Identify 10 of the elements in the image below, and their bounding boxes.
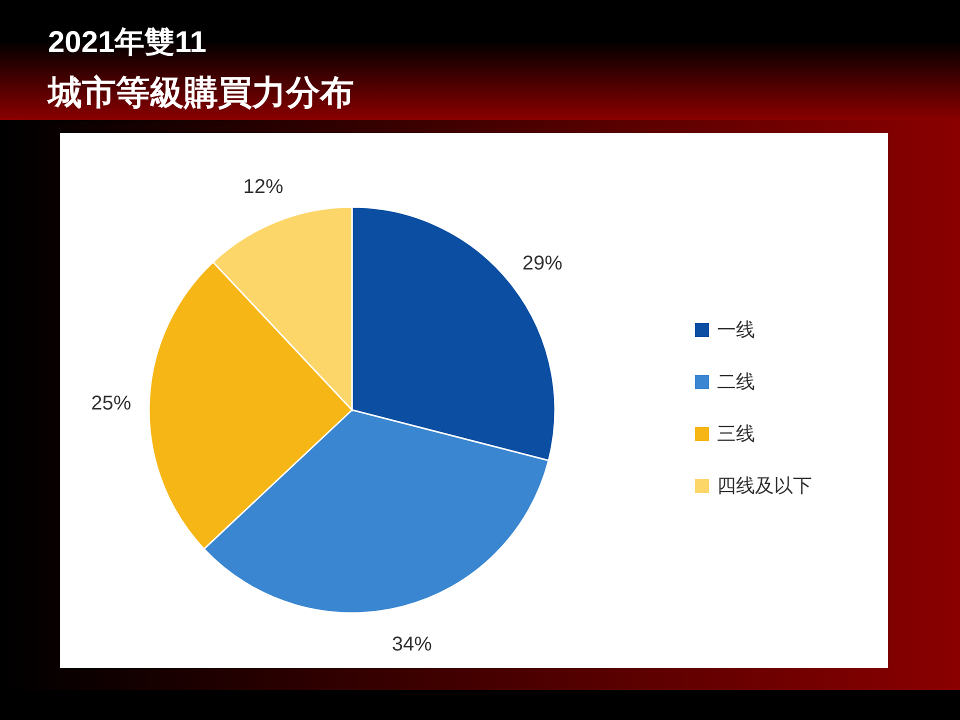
chart-title: 2021年雙11: [48, 26, 206, 59]
data-label: 29%: [522, 252, 563, 274]
legend-label: 三线: [717, 424, 755, 445]
data-label: 25%: [91, 392, 132, 414]
legend-label: 一线: [717, 320, 755, 341]
legend-label: 四线及以下: [717, 476, 812, 497]
legend-label: 二线: [717, 372, 755, 393]
data-label: 34%: [392, 633, 432, 656]
chart-subtitle: 城市等級購買力分布: [46, 74, 354, 112]
data-label: 12%: [243, 176, 284, 198]
